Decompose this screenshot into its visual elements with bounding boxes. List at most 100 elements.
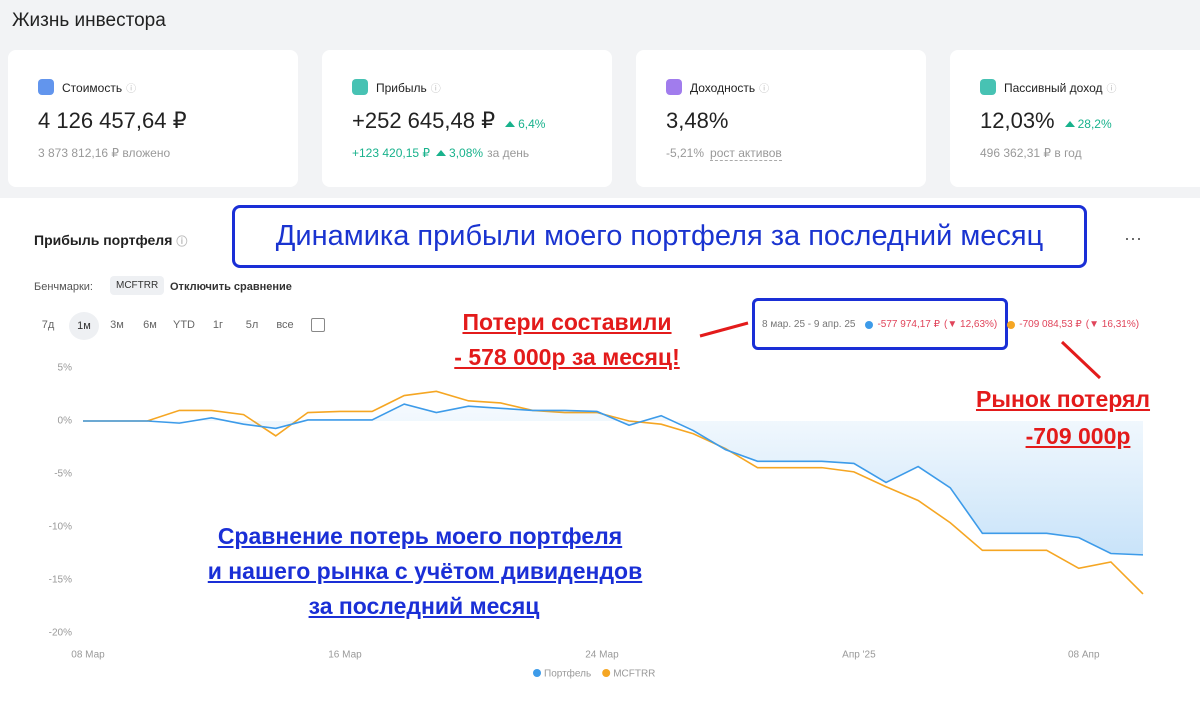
card: Прибыль ⓘ +252 645,48 ₽ 6,4% +123 420,15 ₽ 3,… xyxy=(322,50,612,187)
y-tick-label: -5% xyxy=(54,469,72,480)
card: Стоимость ⓘ 4 126 457,64 ₽ 3 873 812,16 ₽ в… xyxy=(8,50,298,187)
up-icon xyxy=(436,150,447,156)
y-tick-label: -10% xyxy=(49,522,72,533)
card-icon xyxy=(352,79,368,95)
tooltip-highlight xyxy=(752,298,1008,350)
benchmarks-label: Бенчмарки: xyxy=(34,281,93,293)
card-title: Доходность ⓘ xyxy=(690,80,769,95)
comparison-annotation: за последний месяц xyxy=(308,593,540,619)
x-tick-label: Апр '25 xyxy=(842,650,876,661)
comparison-annotation: Сравнение потерь моего портфеля xyxy=(217,523,623,549)
headline-box: Динамика прибыли моего портфеля за после… xyxy=(232,205,1087,268)
comparison-annotation: и нашего рынка с учётом дивидендов xyxy=(207,558,643,584)
card: Пассивный доход ⓘ 12,03% 28,2% 496 362,31 ₽ … xyxy=(950,50,1200,187)
section-title-text: Прибыль портфеля xyxy=(34,232,173,248)
card-change-text: 6,4% xyxy=(518,117,546,131)
y-tick-label: -20% xyxy=(49,628,72,639)
tooltip-range: 8 мар. 25 - 9 апр. 25 xyxy=(762,319,856,330)
x-tick-label: 16 Мар xyxy=(328,650,362,661)
legend-dot xyxy=(1007,320,1016,329)
card-value: +252 645,48 ₽ 6,4% xyxy=(352,108,545,134)
card-sub: 496 362,31 ₽ в год xyxy=(980,146,1082,160)
x-tick-label: 24 Мар xyxy=(585,650,619,661)
card-change: 28,2% xyxy=(1064,117,1112,131)
card-value: 12,03% 28,2% xyxy=(980,108,1112,134)
disable-comparison[interactable]: Отключить сравнение xyxy=(170,281,292,293)
card-icon xyxy=(666,79,682,95)
tooltip-value: -709 084,53 ₽ xyxy=(1019,319,1082,330)
card-sub: -5,21% рост активов xyxy=(666,146,782,161)
tooltip-value: -577 974,17 ₽ xyxy=(877,319,940,330)
loss-annotation: - 578 000р за месяц! xyxy=(454,344,680,370)
arrow-line xyxy=(699,321,749,338)
card-value-text: 4 126 457,64 ₽ xyxy=(38,108,187,133)
help-icon: ⓘ xyxy=(759,84,770,95)
legend-dot xyxy=(602,669,611,677)
up-icon xyxy=(1064,121,1075,127)
card-title-text: Доходность xyxy=(690,81,756,95)
loss-annotation: Потери составили xyxy=(462,309,672,335)
card-sub: 3 873 812,16 ₽ вложено xyxy=(38,146,170,160)
arrow-line xyxy=(1060,340,1102,380)
card-sub-text: 3 873 812,16 ₽ вложено xyxy=(38,146,171,160)
help-icon[interactable]: ⓘ xyxy=(176,236,188,248)
menu-button[interactable]: ··· xyxy=(1124,228,1142,248)
card-change-text: 28,2% xyxy=(1077,117,1112,131)
card-icon xyxy=(38,79,54,95)
period-button[interactable]: 6м xyxy=(143,319,157,331)
help-icon: ⓘ xyxy=(1106,84,1117,95)
card-sub-change-text: 3,08% xyxy=(449,146,484,160)
section-title: Прибыль портфеля ⓘ xyxy=(34,232,187,249)
tooltip-change: (▼ 12,63%) xyxy=(944,319,998,330)
card-change: 6,4% xyxy=(505,117,545,131)
benchmark-chip[interactable]: MCFTRR xyxy=(110,276,165,295)
page-title: Жизнь инвестора xyxy=(12,10,166,31)
calendar-icon[interactable] xyxy=(311,318,325,332)
y-tick-label: 5% xyxy=(58,363,73,374)
help-icon: ⓘ xyxy=(430,84,441,95)
card-title: Прибыль ⓘ xyxy=(376,80,441,95)
card-sub-text: 496 362,31 ₽ в год xyxy=(980,146,1082,160)
x-tick-label: 08 Мар xyxy=(71,650,105,661)
period-button[interactable]: все xyxy=(276,319,294,331)
period-button[interactable]: 7д xyxy=(41,319,55,331)
card-title-text: Прибыль xyxy=(376,81,427,95)
card-sub-value: -5,21% xyxy=(666,146,705,160)
card-value-text: 3,48% xyxy=(666,108,729,133)
tooltip-change: (▼ 16,31%) xyxy=(1085,319,1140,330)
card-sub-text: за день xyxy=(487,146,530,160)
period-button[interactable]: 1м xyxy=(69,312,99,340)
card-title: Стоимость ⓘ xyxy=(62,80,136,95)
card-value-text: 12,03% xyxy=(980,108,1055,133)
card-sub-value: +123 420,15 ₽ xyxy=(352,146,431,160)
card: Доходность ⓘ 3,48% -5,21% рост активов xyxy=(636,50,926,187)
card-title-text: Пассивный доход xyxy=(1004,81,1103,95)
series-line xyxy=(83,403,1144,556)
tooltip: 8 мар. 25 - 9 апр. 25 -577 974,17 ₽ (▼ 12,… xyxy=(762,319,1139,330)
period-button[interactable]: 1г xyxy=(212,319,224,331)
card-value: 3,48% xyxy=(666,108,728,134)
market-annotation: Рынок потерял xyxy=(975,386,1151,412)
card-sub-change: 3,08% xyxy=(436,146,483,160)
card-sub: +123 420,15 ₽ 3,08% за день xyxy=(352,146,529,160)
y-tick-label: -15% xyxy=(49,575,72,586)
card-value-text: +252 645,48 ₽ xyxy=(352,108,496,133)
card-value: 4 126 457,64 ₽ xyxy=(38,108,187,134)
up-icon xyxy=(505,121,516,127)
x-tick-label: 08 Апр xyxy=(1068,650,1100,661)
period-button[interactable]: YTD xyxy=(173,319,195,331)
card-title: Пассивный доход ⓘ xyxy=(1004,80,1116,95)
period-button[interactable]: 5л xyxy=(245,319,259,331)
legend-dot xyxy=(865,320,874,329)
legend-label: Портфель xyxy=(544,668,591,680)
market-annotation: -709 000р xyxy=(1025,423,1131,449)
card-title-text: Стоимость xyxy=(62,81,123,95)
y-tick-label: 0% xyxy=(58,416,73,427)
card-icon xyxy=(980,79,996,95)
area xyxy=(83,404,1143,555)
period-button[interactable]: 3м xyxy=(110,319,124,331)
legend-label: MCFTRR xyxy=(613,669,655,680)
legend-dot xyxy=(533,669,541,677)
